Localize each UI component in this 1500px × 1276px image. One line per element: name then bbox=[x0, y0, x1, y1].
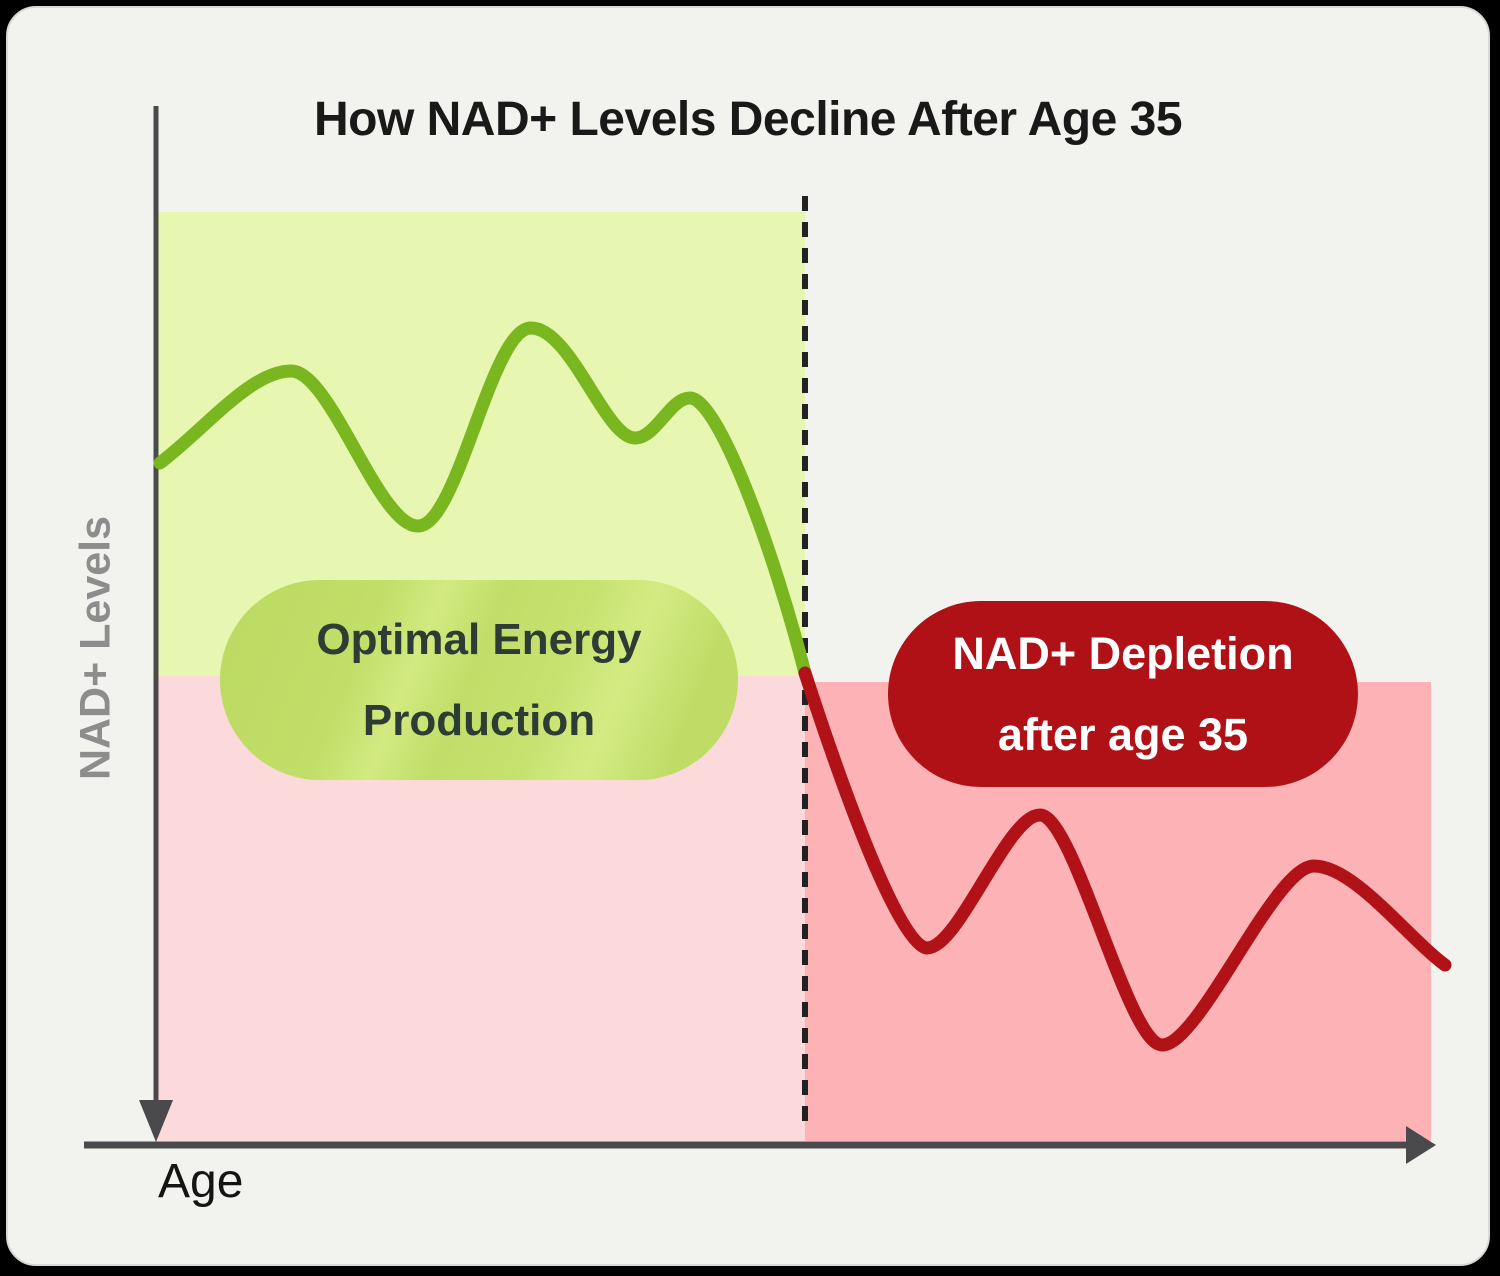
nad-curve-before-35 bbox=[153, 321, 812, 680]
chart-title: How NAD+ Levels Decline After Age 35 bbox=[313, 93, 1183, 146]
chart-canvas bbox=[84, 106, 1452, 1164]
optimal-energy-label-pill: Optimal Energy Production bbox=[220, 580, 738, 780]
nad-depletion-label-pill: NAD+ Depletion after age 35 bbox=[888, 601, 1358, 787]
optimal-energy-label-line1: Optimal Energy bbox=[316, 614, 642, 664]
nad-depletion-label-line1: NAD+ Depletion bbox=[952, 628, 1294, 679]
infographic-card: How NAD+ Levels Decline After Age 35 Opt… bbox=[6, 6, 1490, 1266]
y-axis-label: NAD+ Levels bbox=[71, 515, 120, 781]
optimal-energy-label-line2: Production bbox=[362, 696, 596, 745]
nad-curve-after-35 bbox=[798, 666, 1452, 1052]
y-axis-arrow-icon bbox=[139, 1100, 173, 1142]
nad-depletion-label-line2: after age 35 bbox=[997, 709, 1249, 760]
x-axis-label: Age bbox=[158, 1155, 244, 1208]
x-axis-arrow-icon bbox=[1406, 1126, 1436, 1164]
